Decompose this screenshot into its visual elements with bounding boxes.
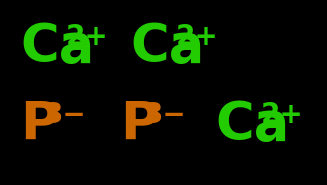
Text: 2+: 2+ <box>176 23 218 51</box>
Text: 3−: 3− <box>143 101 185 129</box>
Text: Ca: Ca <box>215 99 289 151</box>
Text: Ca: Ca <box>20 21 94 73</box>
Text: P: P <box>120 99 159 151</box>
Text: Ca: Ca <box>130 21 204 73</box>
Text: 3−: 3− <box>43 101 85 129</box>
Text: 2+: 2+ <box>66 23 108 51</box>
Text: P: P <box>20 99 59 151</box>
Text: 2+: 2+ <box>261 101 303 129</box>
